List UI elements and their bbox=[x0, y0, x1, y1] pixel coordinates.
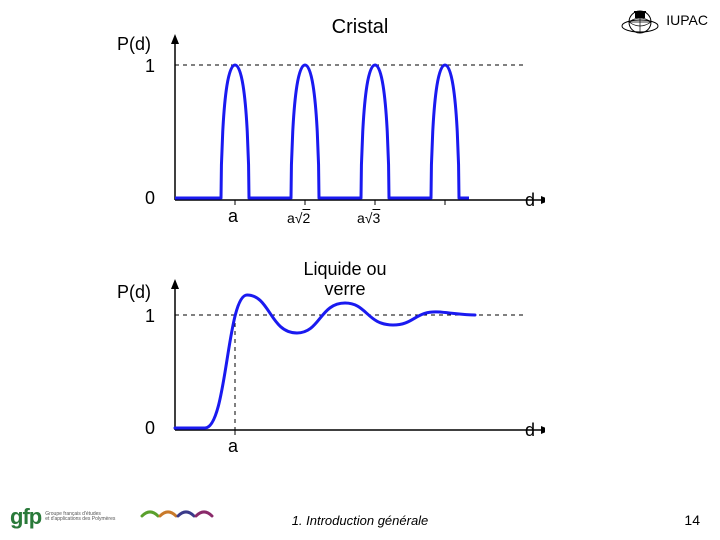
gfp-logo-text: gfp bbox=[10, 504, 41, 530]
iupac-label: IUPAC bbox=[666, 12, 708, 28]
chart2-xlabel-d: d bbox=[525, 420, 535, 441]
chart1-xtick-a2: a√2 bbox=[287, 210, 310, 226]
chart1-xtick-a3: a√3 bbox=[357, 210, 380, 226]
chart1-xtick-a: a bbox=[228, 206, 238, 227]
chart-cristal: P(d) 1 0 a a√2 a√3 d bbox=[115, 30, 545, 230]
chart2-title: Liquide ouverre bbox=[275, 260, 415, 300]
gfp-swoosh-icon bbox=[140, 506, 220, 522]
slide: IUPAC Cristal P(d) 1 0 a a√2 a√3 d Liqui… bbox=[0, 0, 720, 540]
chart1-ytick-0: 0 bbox=[145, 188, 155, 209]
gfp-logo: gfp Groupe français d'études et d'applic… bbox=[10, 504, 115, 530]
chart1-xlabel-d: d bbox=[525, 190, 535, 211]
chart2-ytick-0: 0 bbox=[145, 418, 155, 439]
chart1-ytick-1: 1 bbox=[145, 56, 155, 77]
gfp-logo-sub: Groupe français d'études et d'applicatio… bbox=[45, 512, 115, 522]
footer-section: 1. Introduction générale bbox=[292, 513, 429, 528]
chart-liquide: Liquide ouverre P(d) 1 0 a d bbox=[115, 260, 545, 460]
chart2-ytick-1: 1 bbox=[145, 306, 155, 327]
chart2-ylabel: P(d) bbox=[117, 282, 151, 303]
chart2-xtick-a: a bbox=[228, 436, 238, 457]
chart1-svg bbox=[115, 30, 545, 225]
chart1-ylabel: P(d) bbox=[117, 34, 151, 55]
iupac-logo-icon bbox=[620, 8, 660, 38]
page-number: 14 bbox=[684, 512, 700, 528]
